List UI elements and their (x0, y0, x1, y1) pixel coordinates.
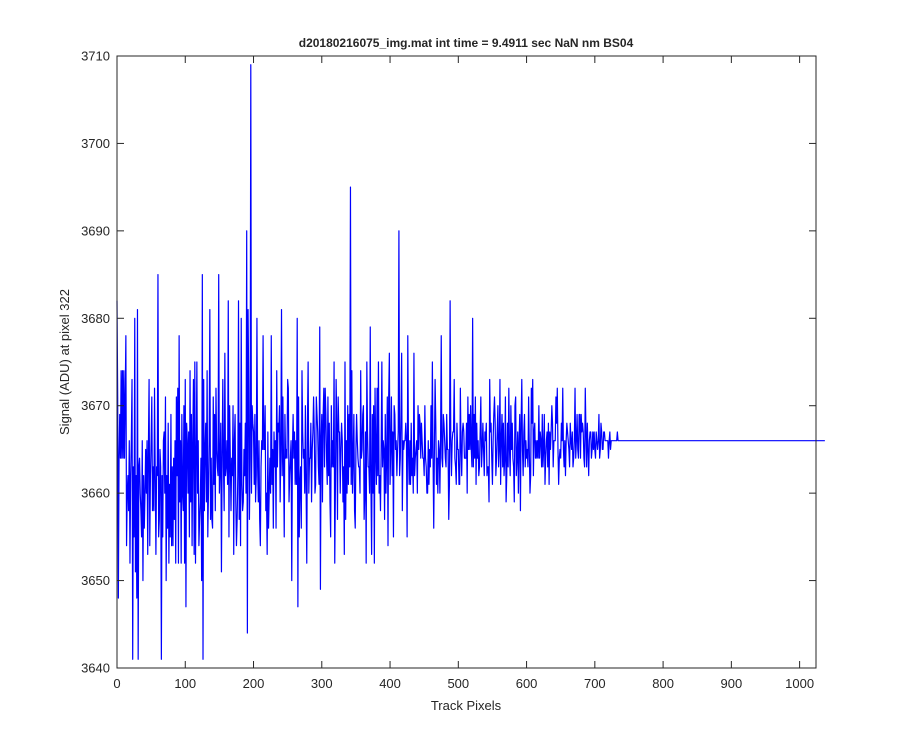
x-tick-label: 700 (584, 676, 606, 691)
y-tick-label: 3680 (81, 311, 110, 326)
y-tick-label: 3640 (81, 661, 110, 676)
x-tick-label: 800 (652, 676, 674, 691)
x-tick-label: 600 (516, 676, 538, 691)
plot-area (116, 64, 825, 660)
y-tick-label: 3690 (81, 223, 110, 238)
x-tick-label: 1000 (785, 676, 814, 691)
x-axis-label: Track Pixels (431, 698, 502, 713)
series-line-0 (116, 64, 825, 660)
y-axis-label: Signal (ADU) at pixel 322 (57, 289, 72, 435)
axes-background (117, 56, 816, 668)
y-tick-label: 3650 (81, 573, 110, 588)
x-tick-label: 0 (113, 676, 120, 691)
y-tick-label: 3670 (81, 398, 110, 413)
x-tick-label: 300 (311, 676, 333, 691)
axis-ticks: 0 100 200 300 400 500 600 700 800 900 1000 3640 3650… (81, 49, 816, 691)
y-tick-label: 3660 (81, 486, 110, 501)
y-tick-label: 3710 (81, 49, 110, 64)
x-tick-label: 100 (174, 676, 196, 691)
y-tick-label: 3700 (81, 136, 110, 151)
x-tick-label: 400 (379, 676, 401, 691)
x-tick-label: 900 (721, 676, 743, 691)
x-tick-label: 200 (243, 676, 265, 691)
axes-box (116, 55, 817, 669)
chart-title: d20180216075_img.mat int time = 9.4911 s… (299, 36, 634, 50)
x-tick-label: 500 (447, 676, 469, 691)
